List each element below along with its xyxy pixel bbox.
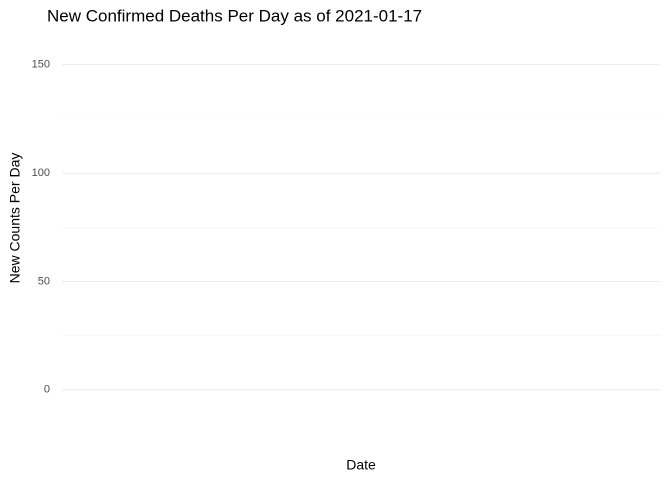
y-tick-label: 150 bbox=[32, 59, 50, 71]
y-tick-label: 50 bbox=[38, 275, 50, 287]
chart-title: New Confirmed Deaths Per Day as of 2021-… bbox=[47, 6, 422, 25]
y-tick-label: 100 bbox=[32, 167, 50, 179]
y-tick-label: 0 bbox=[44, 384, 50, 396]
x-axis-title: Date bbox=[346, 457, 376, 473]
y-axis-title: New Counts Per Day bbox=[7, 153, 23, 284]
